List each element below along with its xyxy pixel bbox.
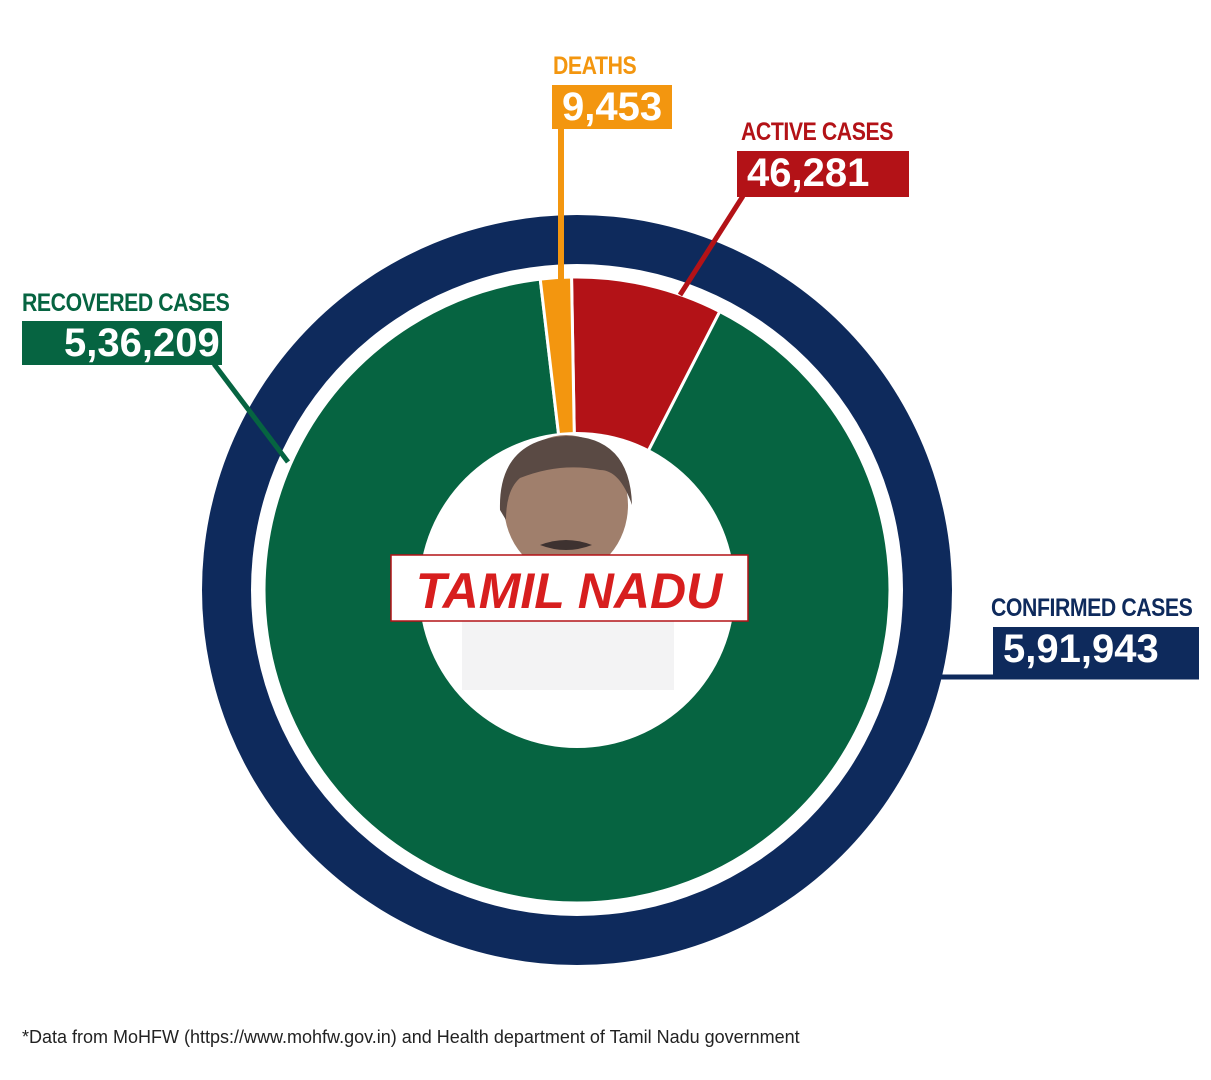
recovered-label: RECOVERED CASES	[22, 289, 230, 317]
active-value: 46,281	[737, 151, 909, 197]
confirmed-value: 5,91,943	[993, 627, 1199, 675]
recovered-leader-line	[212, 362, 290, 464]
title-box	[390, 554, 749, 622]
active-leader-line	[677, 194, 746, 297]
portrait-mustache	[540, 540, 592, 550]
footnote: *Data from MoHFW (https://www.mohfw.gov.…	[22, 1027, 800, 1047]
active-label: ACTIVE CASES	[741, 118, 893, 146]
portrait-shirt	[462, 610, 674, 690]
recovered-value: 5,36,209	[22, 321, 222, 365]
deaths-value: 9,453	[552, 85, 672, 129]
portrait-hair	[499, 436, 632, 520]
confirmed-label: CONFIRMED CASES	[991, 594, 1193, 622]
deaths-label: DEATHS	[553, 52, 637, 80]
chart-title: TAMIL NADU	[416, 563, 724, 619]
